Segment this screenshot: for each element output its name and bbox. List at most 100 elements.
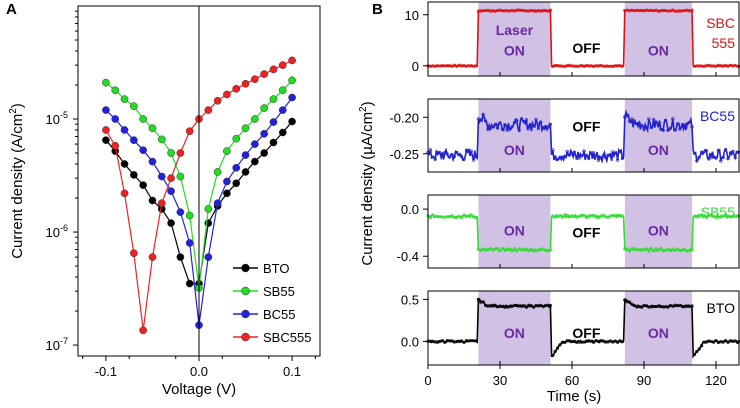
trace-point-bc55 (642, 127, 646, 131)
x-tick-label: 60 (565, 373, 579, 388)
panel-b-label: B (372, 1, 383, 18)
trace-point-bto (678, 303, 682, 308)
series-point-bto (278, 128, 287, 137)
trace-point-bc55 (433, 157, 437, 161)
legend-marker-sbc555 (241, 332, 250, 342)
annotation-on: ON (504, 142, 525, 158)
trace-point-bc55 (620, 156, 625, 160)
series-point-bc55 (232, 163, 241, 172)
trace-point-bc55 (639, 123, 644, 127)
y-tick-label: 0.0 (401, 334, 419, 349)
trace-point-bto (695, 349, 699, 354)
series-point-sbc555 (157, 199, 166, 208)
series-point-sb55 (269, 95, 278, 103)
trace-point-bc55 (519, 117, 524, 121)
y-tick-label: -0.20 (389, 110, 419, 125)
trace-point-bc55 (668, 126, 673, 130)
series-point-bc55 (129, 136, 138, 145)
trace-point-sb55 (675, 247, 680, 251)
trace-point-bc55 (651, 117, 656, 121)
trace-point-bc55 (457, 153, 461, 157)
trace-point-sb55 (721, 214, 725, 218)
trace-point-sb55 (582, 213, 586, 217)
trace-point-bto (699, 344, 704, 348)
trace-point-sb55 (476, 247, 481, 251)
trace-point-bc55 (587, 156, 591, 161)
trace-point-bc55 (527, 125, 531, 129)
trace-point-sb55 (462, 213, 466, 217)
series-point-sb55 (232, 134, 241, 143)
trace-point-bto (563, 340, 567, 345)
annotation-off: OFF (572, 40, 600, 56)
trace-point-bc55 (678, 127, 682, 131)
trace-point-sb55 (601, 213, 605, 217)
trace-point-sb55 (591, 214, 596, 218)
trace-point-bc55 (723, 147, 728, 152)
trace-point-sb55 (500, 246, 505, 251)
series-point-bc55 (139, 146, 148, 155)
trace-point-sb55 (450, 214, 454, 218)
y-tick-label: 10-7 (46, 336, 68, 353)
trace-point-sbc555 (690, 8, 694, 12)
series-point-sb55 (185, 211, 194, 220)
series-point-bto (148, 196, 157, 205)
trace-point-sb55 (460, 215, 464, 219)
trace-point-bc55 (627, 119, 632, 123)
trace-point-sb55 (704, 215, 709, 220)
trace-point-sb55 (620, 214, 625, 218)
sample-label-bc55: BC55 (700, 108, 735, 124)
trace-point-bc55 (644, 126, 649, 130)
y-tick-label: 10-5 (46, 110, 68, 127)
trace-point-sb55 (428, 215, 433, 220)
subplot-frame-bc55 (427, 98, 740, 173)
series-point-sbc555 (167, 174, 175, 182)
annotation-on: ON (648, 222, 669, 238)
series-point-sb55 (139, 115, 148, 123)
trace-point-bc55 (656, 124, 661, 128)
trace-point-sb55 (529, 247, 533, 251)
trace-point-sb55 (659, 246, 663, 251)
subplot-frame-bto (427, 290, 740, 366)
trace-point-sb55 (651, 249, 656, 253)
series-point-sbc555 (288, 56, 296, 65)
trace-point-bto (623, 298, 627, 302)
trace-point-bc55 (584, 153, 589, 157)
trace-point-bc55 (534, 117, 538, 121)
series-point-bc55 (167, 187, 175, 196)
series-point-bto (288, 117, 296, 126)
series-point-sb55 (288, 76, 296, 85)
series-point-bc55 (213, 199, 222, 208)
series-point-bto (139, 181, 148, 189)
trace-point-bc55 (714, 156, 718, 160)
series-point-sbc555 (185, 127, 194, 136)
series-point-bc55 (204, 253, 213, 261)
trace-point-sb55 (479, 249, 483, 253)
trace-point-bc55 (721, 155, 725, 159)
trace-point-sb55 (541, 247, 545, 251)
trace-point-bc55 (728, 151, 733, 155)
trace-point-bc55 (695, 159, 699, 163)
trace-point-sb55 (560, 215, 565, 219)
trace-point-bc55 (440, 152, 445, 156)
sample-label-bto: BTO (706, 300, 735, 316)
trace-point-bc55 (529, 128, 533, 132)
trace-point-bto (733, 339, 737, 343)
series-point-sb55 (260, 104, 269, 112)
trace-point-bc55 (484, 119, 488, 123)
trace-point-bc55 (687, 120, 692, 124)
trace-point-sb55 (431, 213, 435, 217)
trace-point-sb55 (498, 249, 502, 253)
series-point-sbc555 (213, 96, 222, 105)
x-tick-label: 0.1 (283, 364, 301, 379)
x-tick-label: 0.0 (190, 364, 208, 379)
series-point-sb55 (176, 172, 185, 181)
trace-point-sb55 (711, 214, 716, 218)
trace-point-bc55 (452, 154, 457, 159)
trace-point-bto (697, 347, 701, 351)
trace-point-bto (443, 340, 447, 344)
series-point-bto (167, 219, 175, 227)
trace-point-bto (723, 338, 728, 343)
trace-point-bc55 (582, 149, 586, 153)
trace-point-bc55 (496, 126, 500, 130)
